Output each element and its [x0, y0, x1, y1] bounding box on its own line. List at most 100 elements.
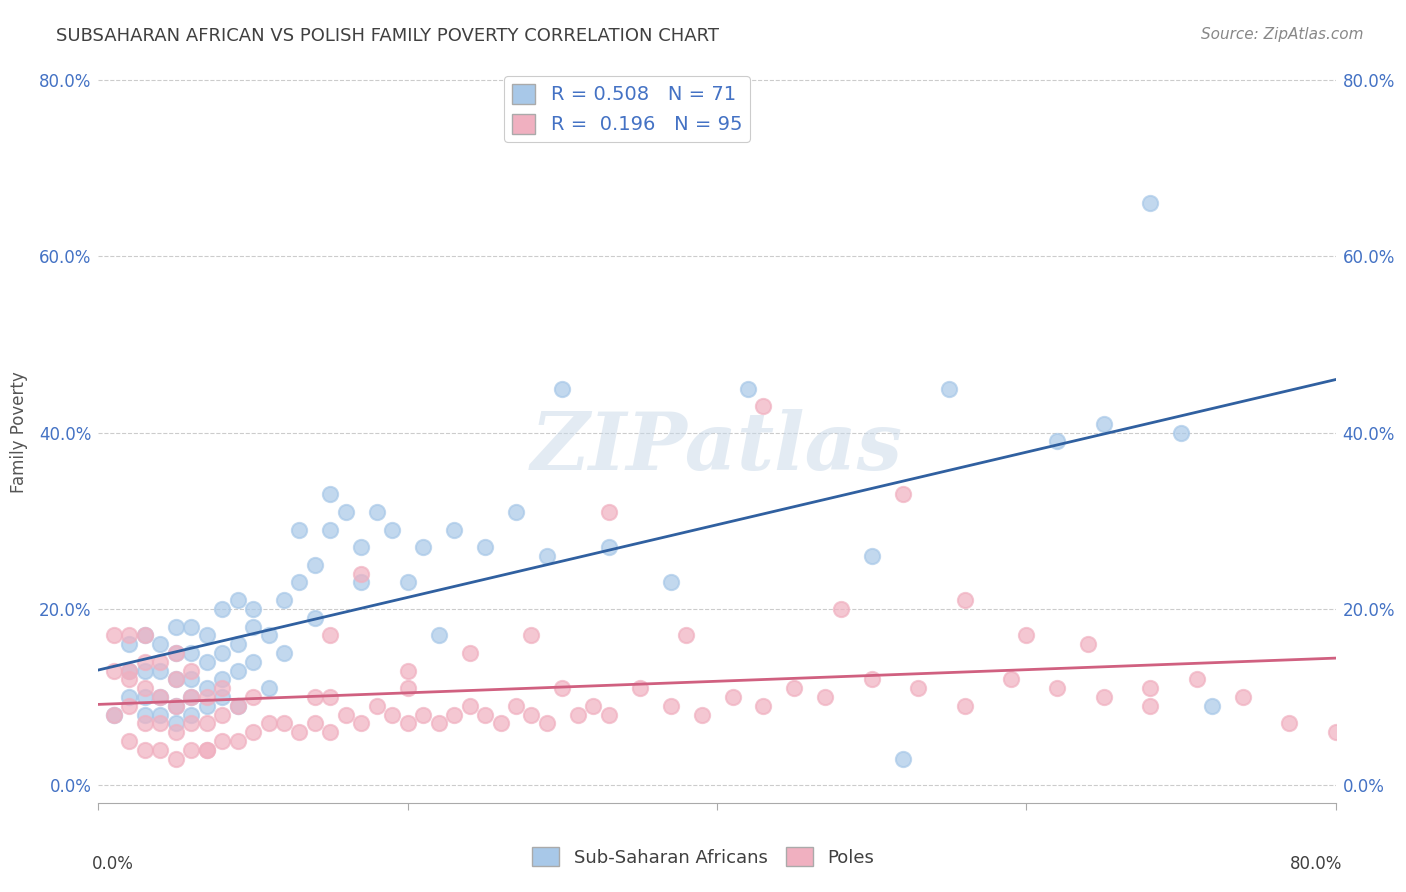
Point — [551, 382, 574, 396]
Point — [149, 637, 172, 651]
Point — [860, 549, 883, 563]
Point — [149, 664, 172, 678]
Point — [195, 743, 218, 757]
Point — [1185, 673, 1208, 687]
Point — [1000, 673, 1022, 687]
Point — [474, 540, 496, 554]
Point — [242, 619, 264, 633]
Point — [1015, 628, 1038, 642]
Point — [598, 540, 620, 554]
Point — [134, 664, 156, 678]
Legend: R = 0.508   N = 71, R =  0.196   N = 95: R = 0.508 N = 71, R = 0.196 N = 95 — [505, 76, 749, 142]
Point — [149, 743, 172, 757]
Point — [211, 602, 233, 616]
Point — [149, 690, 172, 704]
Text: SUBSAHARAN AFRICAN VS POLISH FAMILY POVERTY CORRELATION CHART: SUBSAHARAN AFRICAN VS POLISH FAMILY POVE… — [56, 27, 720, 45]
Point — [226, 637, 249, 651]
Point — [412, 540, 434, 554]
Point — [211, 673, 233, 687]
Point — [427, 628, 450, 642]
Point — [226, 698, 249, 713]
Point — [273, 593, 295, 607]
Point — [319, 523, 342, 537]
Point — [443, 707, 465, 722]
Point — [1092, 690, 1115, 704]
Point — [938, 382, 960, 396]
Point — [273, 646, 295, 660]
Point — [505, 505, 527, 519]
Point — [195, 743, 218, 757]
Point — [396, 664, 419, 678]
Point — [1046, 681, 1069, 696]
Legend: Sub-Saharan Africans, Poles: Sub-Saharan Africans, Poles — [524, 840, 882, 874]
Point — [134, 707, 156, 722]
Point — [505, 698, 527, 713]
Point — [288, 725, 311, 739]
Point — [396, 716, 419, 731]
Point — [304, 558, 326, 572]
Point — [195, 628, 218, 642]
Y-axis label: Family Poverty: Family Poverty — [10, 372, 28, 493]
Point — [134, 716, 156, 731]
Point — [149, 716, 172, 731]
Point — [598, 707, 620, 722]
Point — [149, 690, 172, 704]
Point — [1232, 690, 1254, 704]
Point — [195, 698, 218, 713]
Point — [335, 707, 357, 722]
Point — [118, 673, 141, 687]
Point — [134, 743, 156, 757]
Point — [1278, 716, 1301, 731]
Point — [226, 593, 249, 607]
Point — [165, 716, 187, 731]
Point — [257, 681, 280, 696]
Point — [180, 716, 202, 731]
Point — [1046, 434, 1069, 449]
Point — [551, 681, 574, 696]
Text: Source: ZipAtlas.com: Source: ZipAtlas.com — [1201, 27, 1364, 42]
Point — [211, 681, 233, 696]
Point — [381, 523, 404, 537]
Point — [474, 707, 496, 722]
Point — [118, 734, 141, 748]
Point — [180, 690, 202, 704]
Point — [659, 575, 682, 590]
Point — [180, 707, 202, 722]
Point — [134, 681, 156, 696]
Point — [319, 690, 342, 704]
Point — [366, 505, 388, 519]
Text: ZIPatlas: ZIPatlas — [531, 409, 903, 486]
Point — [814, 690, 837, 704]
Point — [304, 716, 326, 731]
Text: 80.0%: 80.0% — [1289, 855, 1341, 872]
Point — [118, 664, 141, 678]
Point — [752, 399, 775, 413]
Point — [134, 628, 156, 642]
Point — [489, 716, 512, 731]
Point — [520, 707, 543, 722]
Point — [690, 707, 713, 722]
Point — [134, 628, 156, 642]
Point — [350, 716, 373, 731]
Point — [350, 540, 373, 554]
Point — [165, 752, 187, 766]
Point — [211, 690, 233, 704]
Point — [165, 646, 187, 660]
Point — [335, 505, 357, 519]
Point — [226, 698, 249, 713]
Point — [953, 698, 976, 713]
Point — [242, 655, 264, 669]
Point — [752, 698, 775, 713]
Point — [1092, 417, 1115, 431]
Point — [180, 664, 202, 678]
Point — [891, 752, 914, 766]
Point — [118, 637, 141, 651]
Point — [226, 664, 249, 678]
Point — [319, 487, 342, 501]
Point — [134, 655, 156, 669]
Point — [1170, 425, 1192, 440]
Point — [953, 593, 976, 607]
Point — [567, 707, 589, 722]
Point — [860, 673, 883, 687]
Point — [536, 716, 558, 731]
